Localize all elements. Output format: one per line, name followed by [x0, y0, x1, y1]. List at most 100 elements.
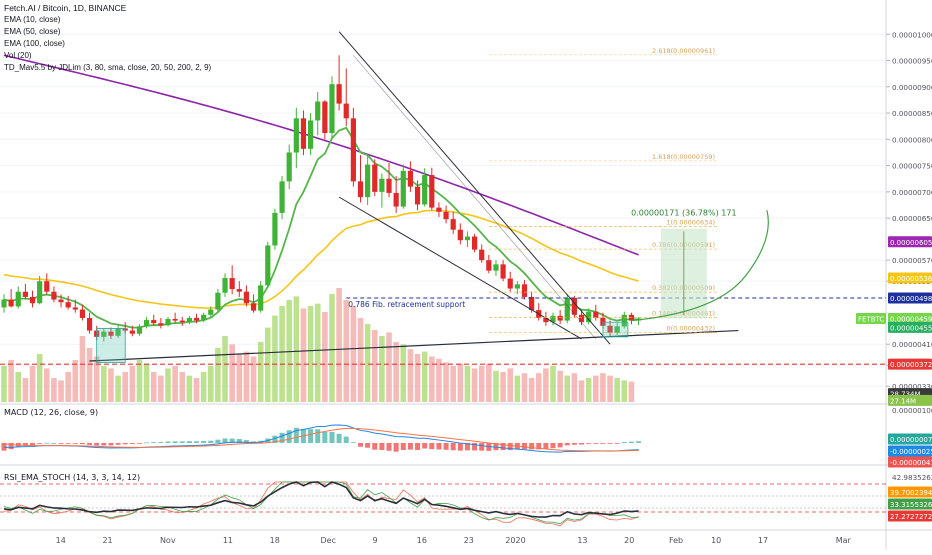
candle-body[interactable] — [158, 323, 164, 326]
candle-body[interactable] — [457, 229, 463, 241]
candle-body[interactable] — [550, 315, 556, 323]
candle-body[interactable] — [521, 284, 528, 297]
candle-body[interactable] — [208, 309, 214, 315]
candle-body[interactable] — [393, 192, 399, 207]
candle-body[interactable] — [37, 281, 43, 304]
candle-body[interactable] — [429, 175, 435, 208]
candle-body[interactable] — [15, 291, 21, 307]
candle-body[interactable] — [329, 84, 335, 134]
candle-body[interactable] — [179, 320, 185, 323]
macd-histogram-bar — [101, 443, 107, 446]
candle-body[interactable] — [51, 291, 57, 300]
candle-body[interactable] — [58, 299, 64, 303]
candle-body[interactable] — [222, 278, 228, 293]
candle-body[interactable] — [115, 328, 121, 336]
candle-body[interactable] — [557, 315, 563, 321]
candle-body[interactable] — [322, 101, 328, 134]
candle-body[interactable] — [72, 307, 78, 310]
candle-body[interactable] — [129, 330, 135, 334]
candle-body[interactable] — [564, 297, 570, 321]
candle-body[interactable] — [44, 281, 50, 292]
candle-body[interactable] — [614, 326, 620, 333]
candle-body[interactable] — [529, 296, 535, 311]
candle-body[interactable] — [1, 299, 7, 308]
candle-body[interactable] — [279, 181, 285, 213]
candle-body[interactable] — [464, 236, 471, 241]
candle-body[interactable] — [186, 317, 192, 323]
candle-body[interactable] — [422, 175, 428, 205]
candle-body[interactable] — [386, 178, 392, 193]
volume-bar — [543, 368, 549, 402]
candle-body[interactable] — [379, 178, 385, 192]
candle-body[interactable] — [79, 309, 86, 318]
legend-ema50[interactable]: EMA (50, close) — [4, 27, 61, 36]
candle-body[interactable] — [165, 318, 171, 326]
candle-body[interactable] — [258, 285, 264, 311]
candle-body[interactable] — [507, 278, 513, 289]
candle-body[interactable] — [22, 291, 28, 297]
macd-histogram-bar — [30, 443, 36, 446]
candle-body[interactable] — [350, 118, 356, 182]
candle-body[interactable] — [193, 317, 200, 321]
volume-bar — [322, 312, 328, 402]
candle-body[interactable] — [607, 325, 613, 333]
candle-body[interactable] — [479, 249, 485, 261]
candle-body[interactable] — [286, 152, 292, 182]
macd-histogram-bar — [500, 443, 506, 451]
candle-body[interactable] — [172, 318, 178, 321]
price-tick-label: 0.00000950 — [892, 57, 932, 66]
candle-body[interactable] — [151, 320, 157, 324]
legend-ema10[interactable]: EMA (10, close) — [4, 15, 61, 24]
candle-body[interactable] — [578, 314, 585, 323]
candle-body[interactable] — [144, 320, 150, 327]
candle-body[interactable] — [414, 186, 421, 205]
candle-body[interactable] — [272, 212, 278, 246]
candle-body[interactable] — [101, 331, 107, 337]
candle-body[interactable] — [471, 236, 478, 250]
candle-body[interactable] — [400, 170, 406, 207]
legend-td-mav[interactable]: TD_Mav5.5 by JDLim (3, 80, sma, close, 2… — [4, 63, 212, 72]
candle-body[interactable] — [436, 207, 442, 212]
candle-body[interactable] — [407, 170, 414, 187]
candle-body[interactable] — [621, 314, 627, 327]
candle-body[interactable] — [307, 120, 314, 149]
candle-body[interactable] — [201, 314, 207, 321]
candle-body[interactable] — [315, 101, 321, 121]
macd-histogram-bar — [279, 432, 285, 443]
target-label: 0.00000171 (36.78%) 171 — [631, 209, 736, 218]
candle-body[interactable] — [357, 181, 364, 198]
candle-body[interactable] — [586, 311, 592, 323]
candle-body[interactable] — [500, 264, 506, 279]
candle-body[interactable] — [336, 84, 342, 104]
candle-body[interactable] — [493, 264, 499, 271]
candle-body[interactable] — [514, 284, 520, 289]
candle-body[interactable] — [343, 103, 349, 119]
candle-body[interactable] — [543, 317, 549, 323]
candle-body[interactable] — [593, 311, 599, 318]
candle-body[interactable] — [372, 164, 378, 192]
candle-body[interactable] — [86, 317, 93, 331]
candle-body[interactable] — [65, 302, 71, 308]
macd-histogram-bar — [329, 431, 335, 443]
candle-body[interactable] — [136, 326, 143, 334]
candle-body[interactable] — [243, 291, 250, 304]
candle-body[interactable] — [443, 211, 449, 220]
candle-body[interactable] — [450, 219, 456, 230]
candle-body[interactable] — [486, 260, 492, 271]
legend-volume[interactable]: Vol (20) — [4, 51, 32, 60]
candle-body[interactable] — [571, 297, 577, 315]
candle-body[interactable] — [236, 289, 242, 292]
candle-body[interactable] — [29, 296, 36, 304]
candle-body[interactable] — [300, 118, 307, 149]
candle-body[interactable] — [250, 303, 257, 311]
legend-ema100[interactable]: EMA (100, close) — [4, 39, 65, 48]
candle-body[interactable] — [293, 118, 299, 153]
candle-body[interactable] — [108, 331, 114, 336]
candle-body[interactable] — [8, 299, 14, 307]
candle-body[interactable] — [365, 164, 371, 198]
candle-body[interactable] — [265, 245, 271, 286]
candle-body[interactable] — [229, 278, 235, 290]
candle-body[interactable] — [215, 292, 221, 310]
volume-bar — [386, 332, 392, 402]
